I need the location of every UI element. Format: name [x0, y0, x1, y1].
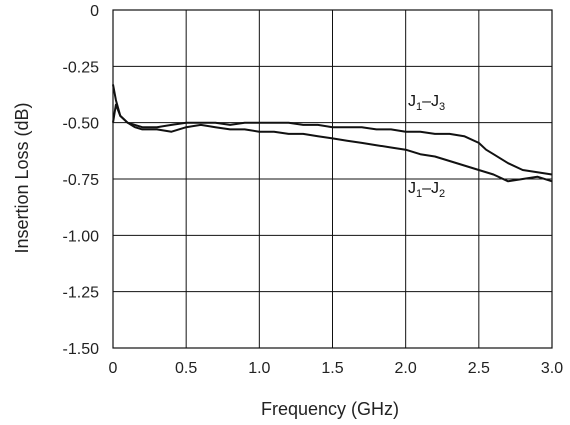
x-tick-label: 1.5 [321, 360, 343, 377]
x-tick-label: 3.0 [541, 360, 563, 377]
plot-frame [112, 9, 553, 349]
x-axis-title: Frequency (GHz) [261, 399, 399, 419]
y-tick-label: -0.75 [63, 172, 100, 189]
x-tick-label: 1.0 [248, 360, 270, 377]
x-tick-label: 2.0 [395, 360, 417, 377]
y-tick-label: -1.25 [63, 285, 100, 302]
x-tick-label: 0 [109, 360, 118, 377]
y-tick-label: -0.25 [63, 59, 100, 76]
y-tick-labels: 0 -0.25 -0.50 -0.75 -1.00 -1.25 -1.50 [63, 3, 100, 358]
y-axis-title: Insertion Loss (dB) [12, 102, 32, 253]
series-line-j1-j2 [112, 103, 553, 183]
series-label-j1-j2: J1–J2 [408, 180, 445, 200]
x-tick-labels: 0 0.5 1.0 1.5 2.0 2.5 3.0 [109, 360, 564, 377]
y-tick-label: 0 [90, 3, 99, 20]
x-tick-label: 2.5 [468, 360, 490, 377]
series-line-j1-j3 [112, 84, 553, 176]
series-lines [112, 84, 553, 183]
y-tick-label: -1.50 [63, 341, 100, 358]
y-tick-label: -1.00 [63, 228, 100, 245]
series-label-j1-j3: J1–J3 [408, 93, 445, 113]
y-tick-label: -0.50 [63, 116, 100, 133]
grid [113, 10, 552, 348]
x-tick-label: 0.5 [175, 360, 197, 377]
